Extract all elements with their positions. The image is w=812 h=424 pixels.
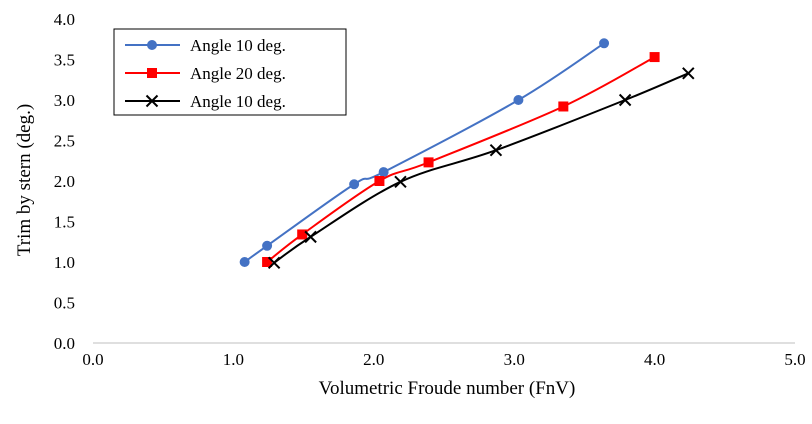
x-axis-tick-labels: 0.0 1.0 2.0 3.0 4.0 5.0 [82, 350, 805, 369]
y-tick-label: 3.5 [54, 51, 75, 70]
legend: Angle 10 deg. Angle 20 deg. Angle 10 deg. [113, 28, 347, 116]
data-point-circle [378, 167, 389, 178]
series-layer [239, 38, 695, 270]
data-point-x [682, 67, 695, 80]
y-tick-label: 0.5 [54, 294, 75, 313]
x-tick-label: 1.0 [223, 350, 244, 369]
x-tick-label: 3.0 [504, 350, 525, 369]
y-tick-label: 1.0 [54, 253, 75, 272]
data-point-circle [599, 38, 610, 49]
legend-item: Angle 10 deg. [125, 36, 286, 55]
legend-item: Angle 20 deg. [125, 64, 286, 83]
x-axis-title: Volumetric Froude number (FnV) [319, 378, 576, 399]
x-tick-label: 2.0 [363, 350, 384, 369]
data-point-square [374, 176, 385, 186]
data-point-circle [239, 257, 250, 267]
data-point-square [649, 52, 660, 63]
data-point-square [262, 257, 273, 267]
data-point-x [145, 94, 159, 108]
y-tick-label: 0.0 [54, 334, 75, 353]
data-point-circle [349, 179, 360, 190]
y-tick-label: 1.5 [54, 213, 75, 232]
data-point-x [394, 175, 407, 189]
data-point-x [618, 93, 632, 107]
y-tick-label: 3.0 [54, 91, 75, 110]
y-tick-label: 4.0 [54, 10, 75, 29]
data-point-x [489, 144, 503, 157]
data-point-circle [262, 240, 273, 251]
x-tick-label: 5.0 [784, 350, 805, 369]
legend-item: Angle 10 deg. [125, 92, 286, 111]
data-point-circle [147, 40, 157, 50]
legend-label: Angle 10 deg. [190, 36, 286, 55]
data-point-square [423, 157, 434, 168]
series-2 [262, 52, 660, 267]
data-point-square [297, 229, 308, 240]
data-point-square [558, 101, 569, 112]
y-axis-title: Trim by stern (deg.) [14, 104, 35, 256]
data-point-x [267, 256, 281, 270]
x-tick-label: 4.0 [644, 350, 665, 369]
data-point-circle [513, 95, 524, 105]
y-tick-label: 2.5 [54, 132, 75, 151]
y-tick-label: 2.0 [54, 172, 75, 191]
legend-label: Angle 10 deg. [190, 92, 286, 111]
y-axis-tick-labels: 0.0 0.5 1.0 1.5 2.0 2.5 3.0 3.5 4.0 [54, 10, 75, 353]
data-point-x [304, 230, 317, 244]
legend-label: Angle 20 deg. [190, 64, 286, 83]
x-tick-label: 0.0 [82, 350, 103, 369]
data-point-square [147, 68, 157, 78]
series-3 [267, 67, 695, 270]
